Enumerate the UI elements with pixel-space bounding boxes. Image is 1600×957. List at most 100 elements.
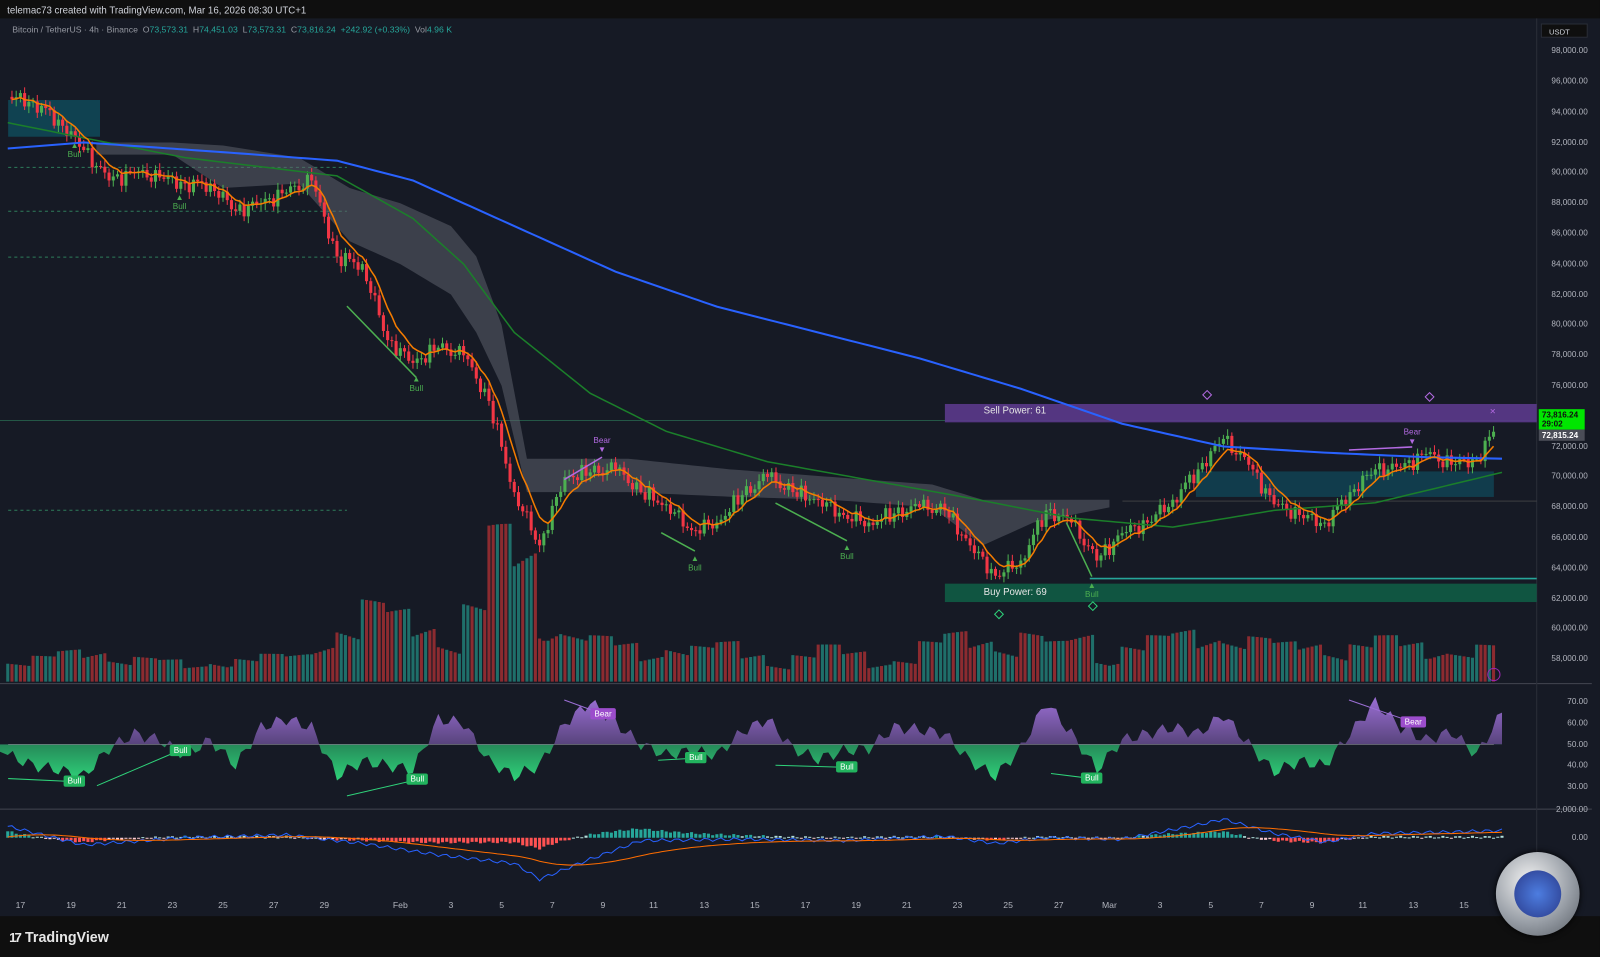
symbol-name[interactable]: Bitcoin / TetherUS · 4h · Binance bbox=[12, 24, 138, 35]
candle-body bbox=[753, 489, 757, 493]
volume-bar bbox=[1006, 654, 1010, 682]
volume-bar bbox=[99, 654, 103, 682]
macd-histogram-bar bbox=[1416, 836, 1420, 838]
candle-body bbox=[854, 511, 858, 522]
macd-histogram-bar bbox=[1352, 837, 1356, 839]
macd-histogram-bar bbox=[647, 828, 651, 838]
volume-bar bbox=[221, 666, 225, 682]
macd-histogram-bar bbox=[795, 837, 799, 839]
volume-bar bbox=[145, 657, 149, 682]
volume-bar bbox=[1432, 657, 1436, 682]
volume-bar bbox=[774, 667, 778, 682]
macd-histogram-bar bbox=[1492, 837, 1496, 839]
candle-body bbox=[1428, 452, 1432, 455]
macd-histogram-bar bbox=[808, 836, 812, 838]
tradingview-logo[interactable]: 17 TradingView bbox=[9, 928, 109, 945]
macd-histogram-bar bbox=[255, 835, 259, 838]
price-tick: 82,000.00 bbox=[1551, 289, 1588, 299]
macd-histogram-bar bbox=[1154, 834, 1158, 838]
volume-bar bbox=[1378, 635, 1382, 682]
volume-bar bbox=[1255, 637, 1259, 682]
candle-body bbox=[964, 534, 968, 539]
macd-histogram-bar bbox=[474, 837, 478, 842]
macd-histogram-bar bbox=[196, 835, 200, 838]
volume-bar bbox=[1230, 645, 1234, 682]
volume-bar bbox=[272, 653, 276, 682]
macd-histogram-bar bbox=[495, 837, 499, 844]
volume-bar bbox=[875, 666, 879, 682]
bear-signal-label: Bear ▼ bbox=[593, 435, 611, 455]
volume-bar bbox=[512, 566, 516, 682]
volume-bar bbox=[1259, 637, 1263, 682]
volume-bar bbox=[960, 631, 964, 682]
attribution: telemac73 created with TradingView.com, … bbox=[7, 5, 307, 17]
volume-bar bbox=[1057, 640, 1061, 682]
macd-histogram-bar bbox=[1420, 837, 1424, 839]
bull-signal-label: ▲ Bull bbox=[840, 542, 854, 562]
candle-body bbox=[322, 202, 326, 217]
volume-bar bbox=[732, 641, 736, 682]
macd-histogram-bar bbox=[875, 836, 879, 838]
last-price: 73,816.24 bbox=[1541, 410, 1579, 420]
candle-body bbox=[609, 462, 613, 471]
candle-body bbox=[542, 533, 546, 546]
volume-bar bbox=[1107, 665, 1111, 682]
candle-body bbox=[339, 256, 343, 267]
macd-histogram-bar bbox=[939, 836, 943, 838]
macd-histogram-bar bbox=[998, 837, 1002, 841]
macd-histogram-bar bbox=[6, 831, 10, 838]
volume-bar bbox=[1416, 643, 1420, 682]
macd-histogram-bar bbox=[1238, 834, 1242, 838]
macd-histogram-bar bbox=[238, 836, 242, 838]
candle-body bbox=[719, 519, 723, 523]
macd-histogram-bar bbox=[677, 831, 681, 838]
candle-body bbox=[778, 481, 782, 489]
rsi-bull-label: Bull bbox=[1080, 772, 1103, 784]
volume-bar bbox=[1141, 650, 1145, 682]
candle-body bbox=[774, 472, 778, 482]
volume-bar bbox=[1099, 663, 1103, 682]
candle-body bbox=[1432, 452, 1436, 455]
currency-selector[interactable]: USDT bbox=[1540, 23, 1588, 38]
volume-bar bbox=[516, 563, 521, 682]
time-tick: 5 bbox=[1208, 899, 1214, 911]
volume-bar bbox=[871, 667, 875, 682]
candle-body bbox=[1276, 504, 1280, 506]
candle-body bbox=[187, 183, 191, 193]
volume-bar bbox=[778, 668, 782, 682]
macd-histogram-bar bbox=[466, 837, 470, 844]
candle-body bbox=[500, 423, 504, 447]
volume-bar bbox=[1234, 646, 1238, 682]
volume-bar bbox=[259, 653, 263, 682]
volume-bar bbox=[1221, 643, 1225, 682]
candle-body bbox=[183, 181, 187, 184]
rsi-tick: 50.00 bbox=[1567, 739, 1588, 749]
macd-histogram-bar bbox=[132, 837, 136, 840]
macd-histogram-bar bbox=[782, 837, 786, 839]
macd-histogram-bar bbox=[753, 836, 757, 838]
macd-histogram-bar bbox=[1150, 834, 1154, 838]
macd-histogram-bar bbox=[803, 836, 808, 838]
candle-body bbox=[1373, 469, 1377, 475]
volume-bar bbox=[1318, 644, 1323, 682]
macd-histogram-bar bbox=[27, 835, 31, 838]
volume-bar bbox=[238, 659, 242, 682]
macd-histogram-bar bbox=[614, 830, 618, 838]
macd-histogram-bar bbox=[115, 837, 120, 840]
candle-body bbox=[538, 539, 542, 546]
candle-body bbox=[111, 176, 115, 181]
candle-body bbox=[1399, 466, 1403, 468]
volume-bar bbox=[436, 647, 440, 682]
macd-histogram-bar bbox=[1162, 834, 1166, 838]
candle-body bbox=[402, 348, 407, 352]
volume-bar bbox=[567, 636, 571, 682]
volume-bar bbox=[402, 609, 407, 682]
candle-body bbox=[1234, 452, 1238, 455]
macd-histogram-bar bbox=[394, 837, 398, 843]
candle-body bbox=[1268, 488, 1272, 496]
volume-bar bbox=[470, 606, 474, 682]
volume-bar bbox=[35, 655, 39, 682]
volume-bar bbox=[715, 642, 719, 682]
macd-histogram-bar bbox=[1023, 836, 1027, 838]
